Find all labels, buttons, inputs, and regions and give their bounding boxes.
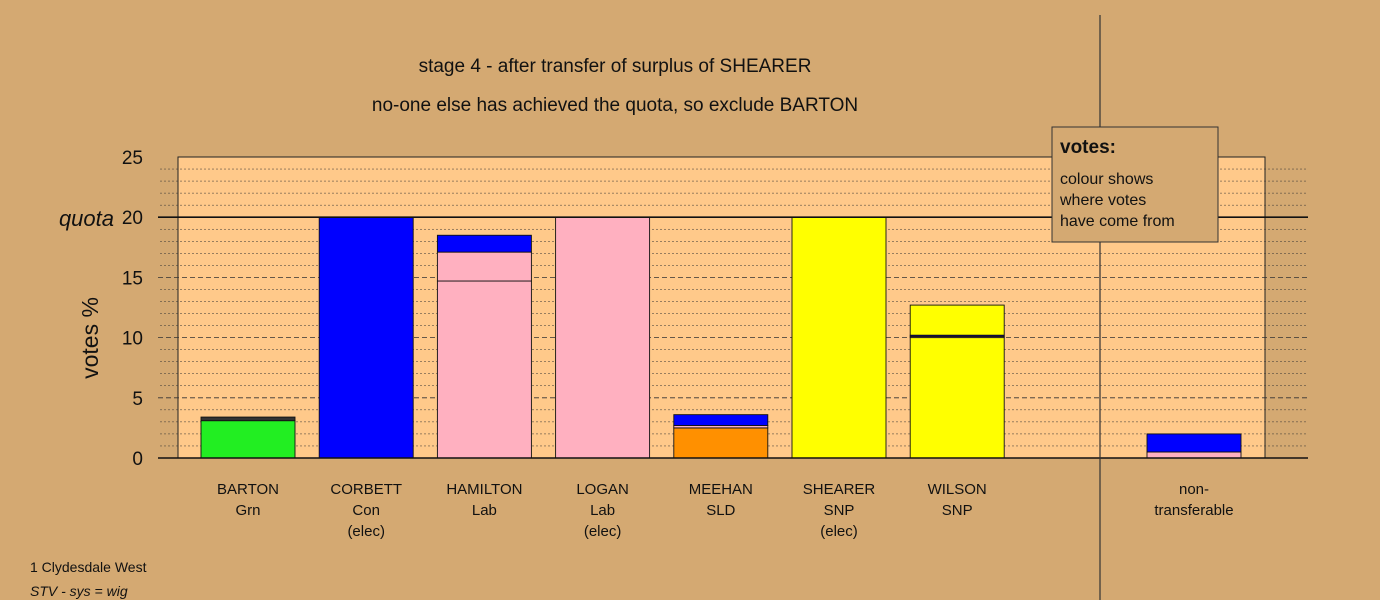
category-label: (elec) [584, 523, 622, 540]
y-tick-label: 5 [132, 389, 143, 410]
bar-segment [673, 414, 769, 426]
category-label: transferable [1154, 502, 1233, 519]
bar-segment [909, 304, 1005, 336]
bar-segment [791, 216, 887, 459]
bar-segment [673, 427, 769, 459]
bar-segment [200, 416, 296, 422]
bar-segment [555, 216, 651, 459]
bar-segment [436, 280, 532, 459]
category-label: Lab [590, 502, 615, 519]
y-tick-label: 15 [122, 268, 143, 289]
bar-segment [318, 216, 414, 459]
y-tick-label: 0 [132, 449, 143, 470]
legend-line-1: colour shows [1060, 171, 1153, 188]
category-label: LOGAN [576, 481, 629, 498]
category-label: Lab [472, 502, 497, 519]
y-axis-label: votes % [77, 297, 103, 379]
legend-line-3: have come from [1060, 213, 1175, 230]
category-label: (elec) [820, 523, 858, 540]
bars [200, 216, 1242, 459]
y-tick-label: 25 [122, 148, 143, 169]
bar-segment [1146, 451, 1242, 459]
category-label: HAMILTON [446, 481, 522, 498]
category-label: (elec) [347, 523, 385, 540]
category-label: non- [1179, 481, 1209, 498]
y-axis-ticks: 0 5 10 15 20 25 [122, 148, 143, 470]
quota-label: quota [59, 206, 114, 231]
category-label: Grn [235, 502, 260, 519]
legend-line-2: where votes [1059, 192, 1146, 209]
legend-title: votes: [1060, 137, 1116, 158]
category-label: SNP [824, 502, 855, 519]
category-label: WILSON [928, 481, 987, 498]
category-label: SLD [706, 502, 735, 519]
y-tick-label: 20 [122, 208, 143, 229]
category-label: MEEHAN [689, 481, 753, 498]
category-label: Con [352, 502, 380, 519]
category-label: SHEARER [803, 481, 876, 498]
chart-title: stage 4 - after transfer of surplus of S… [419, 56, 812, 77]
footer-constituency: 1 Clydesdale West [30, 559, 147, 575]
bar-segment [909, 337, 1005, 459]
bar-segment [200, 420, 296, 459]
bar-segment [436, 234, 532, 253]
y-tick-label: 10 [122, 329, 143, 350]
legend-box: votes: colour shows where votes have com… [1051, 126, 1219, 243]
x-axis-labels: BARTON Grn CORBETT Con (elec) HAMILTON Lab LOGA… [217, 481, 1234, 540]
category-label: CORBETT [330, 481, 402, 498]
chart-subtitle: no-one else has achieved the quota, so e… [372, 95, 858, 116]
category-label: BARTON [217, 481, 279, 498]
bar-segment [1146, 433, 1242, 453]
legend-background [1051, 126, 1219, 243]
category-label: SNP [942, 502, 973, 519]
footer-system: STV - sys = wig [30, 583, 128, 599]
bar-segment [436, 251, 532, 282]
